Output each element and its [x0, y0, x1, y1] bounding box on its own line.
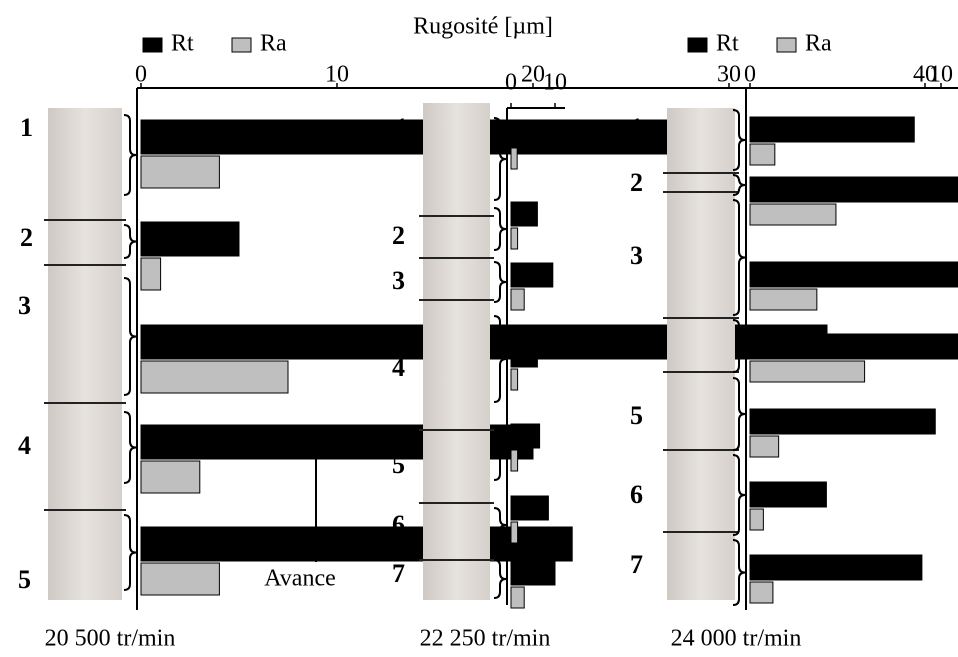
zone-brace	[493, 559, 507, 599]
bar	[140, 119, 681, 155]
bar	[749, 333, 958, 360]
zone-brace	[732, 377, 746, 451]
x-tick-label: 30	[717, 62, 741, 88]
zone-brace	[493, 261, 507, 303]
bar	[510, 147, 518, 170]
bar	[510, 495, 549, 521]
zone-label: 3	[18, 291, 31, 320]
zone-label: 3	[392, 266, 405, 295]
bar	[749, 360, 866, 383]
bar	[140, 562, 220, 596]
zone-label: 4	[392, 353, 405, 382]
speed-label: 24 000 tr/min	[671, 626, 802, 652]
zone-brace	[732, 539, 746, 606]
bar	[749, 508, 764, 531]
zone-brace	[732, 174, 746, 196]
bar	[749, 554, 923, 581]
zone-brace	[123, 224, 137, 259]
bar	[749, 481, 827, 508]
bar	[749, 435, 780, 458]
zone-label: 1	[630, 113, 643, 142]
bar	[510, 560, 556, 586]
zone-label: 2	[392, 221, 405, 250]
bar	[749, 261, 958, 288]
zone-brace	[732, 199, 746, 316]
bar	[749, 116, 915, 143]
zone-label: 6	[630, 480, 643, 509]
zone-label: 5	[630, 401, 643, 430]
bar	[140, 221, 240, 257]
bar	[140, 155, 220, 189]
legend-label: Ra	[260, 31, 287, 57]
bar	[140, 360, 289, 394]
bar	[749, 176, 958, 203]
x-tick-label: 40	[913, 62, 937, 88]
bar	[749, 408, 936, 435]
zone-brace	[732, 454, 746, 536]
bar	[510, 201, 538, 227]
legend-swatch	[142, 37, 163, 53]
bar	[510, 227, 519, 250]
x-tick-label: 0	[744, 62, 756, 88]
speed-label: 20 500 tr/min	[45, 626, 176, 652]
bar	[749, 143, 776, 166]
legend-swatch	[687, 37, 708, 53]
bar	[510, 521, 519, 544]
bar	[510, 121, 538, 147]
legend-swatch	[231, 37, 252, 53]
surface-photo	[423, 103, 490, 600]
surface-photo	[48, 108, 122, 600]
zone-label: 1	[20, 113, 33, 142]
zone-label: 7	[392, 559, 405, 588]
zone-brace	[493, 207, 507, 251]
zone-brace	[493, 315, 507, 403]
zone-brace	[123, 114, 137, 196]
x-tick-label: 10	[325, 62, 349, 88]
bar	[749, 581, 774, 604]
bar	[510, 586, 525, 609]
legend-label: Rt	[716, 31, 739, 57]
zone-label: 2	[20, 223, 33, 252]
legend-label: Rt	[171, 31, 194, 57]
x-tick-label: 0	[505, 70, 517, 96]
legend-label: Ra	[805, 31, 832, 57]
legend-swatch	[776, 37, 797, 53]
zone-brace	[493, 507, 507, 543]
zone-label: 5	[392, 450, 405, 479]
bar	[140, 460, 201, 494]
zone-label: 3	[630, 241, 643, 270]
zone-label: 2	[630, 168, 643, 197]
zone-brace	[732, 319, 746, 373]
bar	[140, 257, 162, 291]
zone-brace	[493, 117, 507, 201]
zone-brace	[493, 427, 507, 481]
bar	[510, 288, 525, 311]
bar	[510, 368, 519, 391]
x-tick-label: 20	[521, 62, 545, 88]
zone-label: 1	[395, 113, 408, 142]
x-tick-label: 10	[543, 70, 567, 96]
zone-brace	[123, 277, 137, 396]
zone-label: 6	[392, 510, 405, 539]
chart-title: Rugosité [µm]	[413, 14, 553, 40]
zone-label: 4	[630, 335, 643, 364]
x-tick-label: 0	[135, 62, 147, 88]
bar	[510, 423, 541, 449]
annotation: Avance	[264, 566, 336, 592]
zone-brace	[123, 411, 137, 484]
zone-label: 4	[18, 431, 31, 460]
zone-brace	[732, 109, 746, 171]
x-tick-label: 10	[929, 62, 953, 88]
bar	[749, 203, 837, 226]
bar	[749, 288, 818, 311]
surface-photo	[667, 108, 735, 600]
bar	[510, 342, 538, 368]
bar	[510, 449, 519, 472]
speed-label: 22 250 tr/min	[420, 626, 551, 652]
zone-brace	[123, 514, 137, 591]
zone-label: 7	[630, 550, 643, 579]
bar	[510, 262, 554, 288]
zone-label: 5	[18, 565, 31, 594]
